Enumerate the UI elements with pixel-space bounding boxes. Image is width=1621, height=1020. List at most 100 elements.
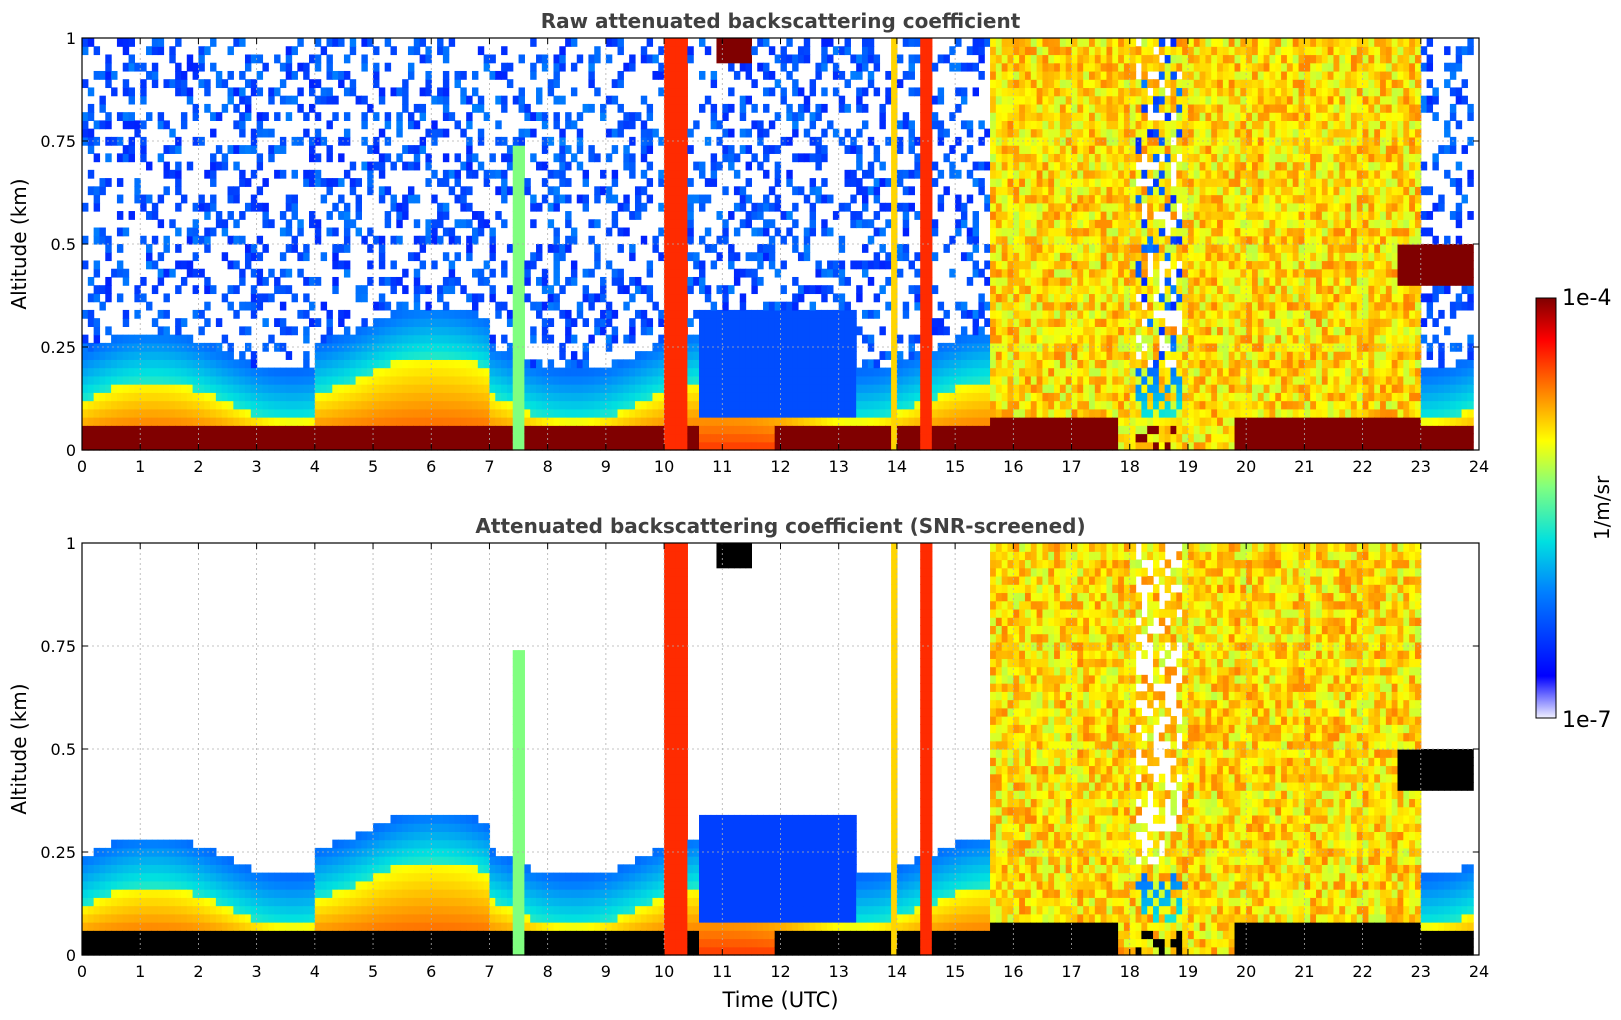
- heatmap-cell: [623, 392, 630, 402]
- heatmap-cell: [891, 417, 898, 426]
- heatmap-cell: [832, 326, 840, 336]
- heatmap-cell: [640, 136, 648, 146]
- heatmap-cell: [774, 417, 782, 426]
- heatmap-cell: [303, 384, 310, 393]
- heatmap-cell: [93, 351, 101, 360]
- heatmap-cell: [943, 244, 950, 253]
- heatmap-cell: [518, 309, 525, 319]
- heatmap-cell: [978, 309, 985, 319]
- heatmap-cell: [140, 334, 147, 344]
- heatmap-cell: [1042, 219, 1049, 229]
- heatmap-cell: [768, 235, 776, 245]
- heatmap-cell: [128, 120, 135, 130]
- heatmap-cell: [926, 301, 933, 311]
- heatmap-cell: [792, 342, 799, 352]
- heatmap-cell: [792, 334, 799, 344]
- heatmap-cell: [140, 153, 147, 163]
- heatmap-cell: [611, 425, 619, 435]
- heatmap-cell: [908, 169, 915, 179]
- heatmap-cell: [955, 38, 962, 47]
- heatmap-cell: [792, 351, 799, 360]
- heatmap-cell: [978, 441, 985, 451]
- heatmap-cell: [937, 400, 945, 410]
- heatmap-cell: [763, 38, 770, 47]
- heatmap-cell: [192, 400, 200, 410]
- heatmap-cell: [233, 359, 240, 369]
- heatmap-cell: [466, 318, 473, 327]
- heatmap-cell: [745, 128, 752, 138]
- heatmap-cell: [134, 441, 141, 451]
- heatmap-cell: [87, 408, 95, 418]
- heatmap-cell: [1054, 211, 1061, 220]
- heatmap-cell: [431, 400, 438, 410]
- heatmap-cell: [1065, 334, 1073, 344]
- heatmap-cell: [1001, 351, 1009, 360]
- heatmap-cell: [710, 384, 718, 393]
- heatmap-cell: [82, 260, 89, 270]
- heatmap-cell: [838, 441, 846, 451]
- heatmap-cell: [1059, 62, 1067, 72]
- heatmap-cell: [745, 95, 752, 105]
- heatmap-cell: [536, 408, 543, 418]
- heatmap-cell: [681, 375, 688, 385]
- heatmap-cell: [995, 252, 1003, 262]
- heatmap-cell: [809, 351, 817, 360]
- heatmap-cell: [629, 392, 636, 402]
- heatmap-cell: [1054, 351, 1061, 360]
- heatmap-cell: [1042, 441, 1049, 451]
- heatmap-cell: [856, 70, 863, 80]
- heatmap-cell: [204, 433, 211, 443]
- heatmap-cell: [926, 408, 933, 418]
- heatmap-cell: [914, 408, 921, 418]
- heatmap-cell: [1001, 334, 1009, 344]
- heatmap-cell: [728, 128, 735, 138]
- heatmap-cell: [803, 95, 811, 105]
- heatmap-cell: [931, 252, 939, 262]
- heatmap-cell: [681, 202, 688, 212]
- heatmap-cell: [151, 351, 159, 360]
- heatmap-cell: [524, 408, 531, 418]
- heatmap-cell: [309, 87, 316, 97]
- heatmap-cell: [926, 326, 933, 336]
- heatmap-cell: [151, 79, 159, 89]
- heatmap-cell: [407, 161, 415, 171]
- heatmap-cell: [704, 408, 712, 418]
- heatmap-cell: [477, 128, 485, 138]
- heatmap-cell: [728, 260, 735, 270]
- heatmap-cell: [541, 384, 549, 393]
- heatmap-cell: [512, 161, 520, 171]
- heatmap-cell: [355, 400, 362, 410]
- heatmap-cell: [838, 260, 846, 270]
- heatmap-cell: [361, 351, 368, 360]
- heatmap-cell: [186, 433, 194, 443]
- heatmap-cell: [652, 392, 659, 402]
- heatmap-cell: [722, 425, 729, 435]
- heatmap-cell: [1071, 351, 1078, 360]
- heatmap-cell: [163, 161, 170, 171]
- heatmap-cell: [1042, 194, 1049, 204]
- heatmap-cell: [908, 260, 915, 270]
- heatmap-cell: [728, 400, 735, 410]
- heatmap-cell: [180, 351, 188, 360]
- heatmap-cell: [82, 400, 89, 410]
- heatmap-cell: [489, 268, 496, 278]
- heatmap-cell: [937, 441, 945, 451]
- heatmap-cell: [175, 169, 182, 179]
- heatmap-cell: [960, 87, 968, 97]
- heatmap-cell: [448, 425, 456, 435]
- heatmap-cell: [926, 136, 933, 146]
- heatmap-cell: [285, 227, 293, 237]
- heatmap-cell: [972, 392, 980, 402]
- heatmap-cell: [891, 301, 898, 311]
- heatmap-cell: [1019, 244, 1026, 253]
- heatmap-cell: [512, 219, 520, 229]
- heatmap-cell: [396, 112, 403, 121]
- heatmap-cell: [873, 260, 881, 270]
- heatmap-cell: [797, 87, 805, 97]
- heatmap-cell: [1065, 400, 1073, 410]
- heatmap-cell: [675, 211, 683, 220]
- heatmap-cell: [861, 103, 869, 113]
- heatmap-cell: [338, 375, 345, 385]
- heatmap-cell: [536, 359, 543, 369]
- heatmap-cell: [489, 293, 496, 303]
